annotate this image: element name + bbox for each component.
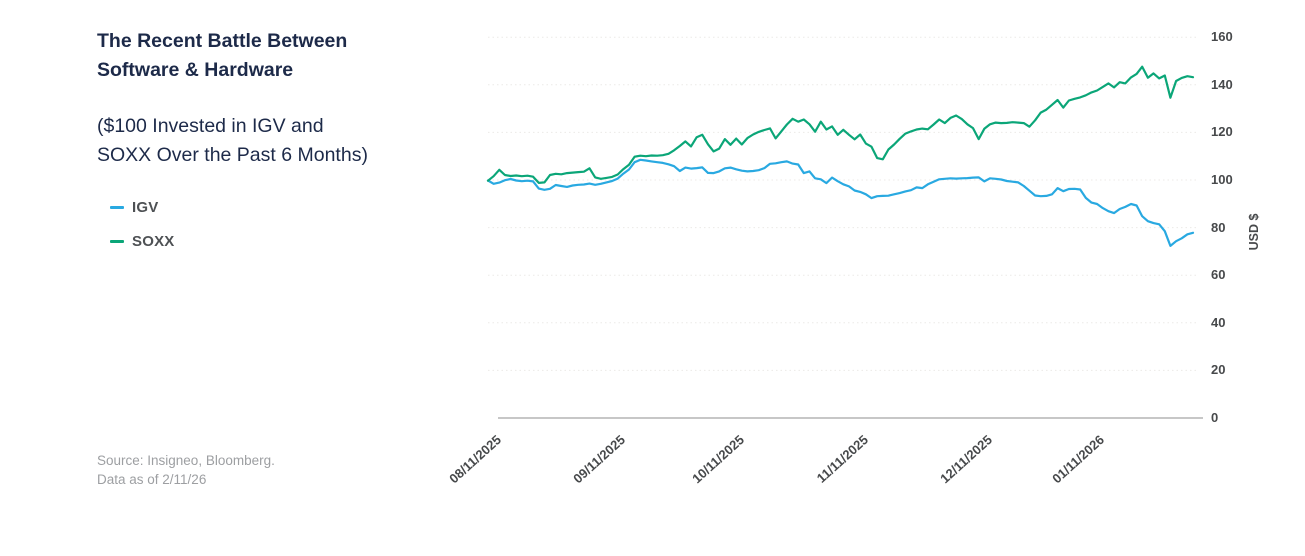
chart-subtitle: ($100 Invested in IGV and SOXX Over the … [97,112,368,170]
y-tick-label-0: 0 [1211,410,1219,425]
y-tick-label-60: 60 [1211,267,1226,283]
chart-subtitle-line-1: ($100 Invested in IGV and [97,115,324,137]
source-note: Source: Insigneo, Bloomberg. Data as of … [97,451,275,489]
y-tick-label-160: 160 [1211,29,1233,45]
legend-label: IGV [132,198,159,216]
legend-item-soxx: SOXX [110,224,174,258]
chart-subtitle-line-2: SOXX Over the Past 6 Months) [97,144,368,166]
series-line-soxx [486,65,1195,184]
legend-item-igv: IGV [110,190,174,224]
chart-legend: IGV SOXX [110,190,174,258]
legend-dash-icon [110,239,124,243]
legend-label: SOXX [132,232,175,250]
y-tick-label-100: 100 [1211,172,1233,187]
y-tick-label-120: 120 [1211,124,1233,140]
chart-title-line-1: The Recent Battle Between [97,30,348,52]
y-tick-label-140: 140 [1211,76,1233,92]
legend-dash-icon [110,205,124,209]
y-tick-label-20: 20 [1211,362,1226,378]
chart-title: The Recent Battle Between Software & Har… [97,27,347,85]
y-tick-label-40: 40 [1211,314,1226,330]
chart-title-line-2: Software & Hardware [97,59,294,81]
source-line-1: Source: Insigneo, Bloomberg. [97,453,275,468]
series-line-igv [486,158,1195,247]
y-tick-label-80: 80 [1211,219,1226,235]
source-line-2: Data as of 2/11/26 [97,472,207,487]
